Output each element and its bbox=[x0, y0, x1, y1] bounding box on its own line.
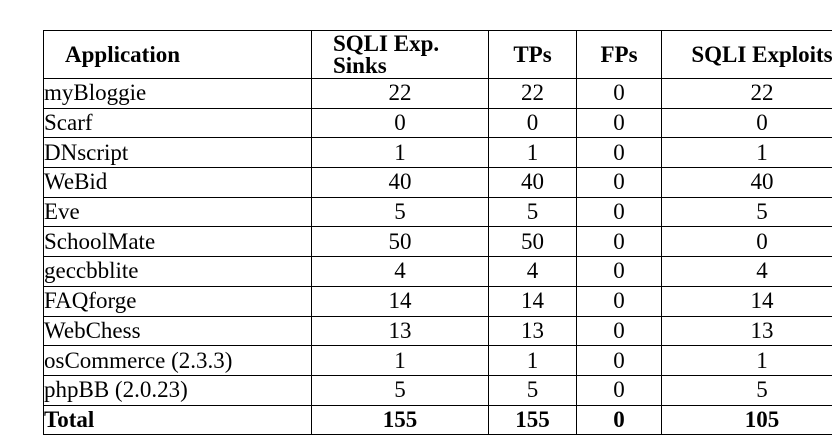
cell-sqli-exp-sinks: 5 bbox=[311, 196, 489, 228]
cell-tps: 1 bbox=[488, 345, 577, 376]
cell-fps: 0 bbox=[576, 78, 662, 109]
header-sqli-exp-sinks: SQLI Exp. Sinks bbox=[311, 30, 489, 79]
cell-fps: 0 bbox=[576, 285, 662, 317]
cell-application: osCommerce (2.3.3) bbox=[43, 345, 312, 376]
cell-application: Scarf bbox=[43, 107, 312, 139]
table-row: Scarf 0 0 0 0 bbox=[43, 107, 832, 139]
header-sqli-exploits: SQLI Exploits bbox=[661, 30, 832, 79]
total-sqli-exp-sinks: 155 bbox=[311, 404, 489, 436]
cell-tps: 5 bbox=[488, 374, 577, 406]
cell-application: Eve bbox=[43, 196, 312, 228]
cell-fps: 0 bbox=[576, 137, 662, 169]
cell-tps: 22 bbox=[488, 78, 577, 109]
cell-fps: 0 bbox=[576, 256, 662, 287]
cell-sqli-exploits: 1 bbox=[661, 345, 832, 376]
cell-sqli-exp-sinks: 1 bbox=[311, 345, 489, 376]
cell-application: WeBid bbox=[43, 167, 312, 198]
cell-application: WebChess bbox=[43, 315, 312, 347]
cell-sqli-exploits: 0 bbox=[661, 107, 832, 139]
cell-application: geccbblite bbox=[43, 256, 312, 287]
cell-fps: 0 bbox=[576, 345, 662, 376]
cell-sqli-exp-sinks: 50 bbox=[311, 226, 489, 258]
cell-application: myBloggie bbox=[43, 78, 312, 109]
cell-sqli-exploits: 13 bbox=[661, 315, 832, 347]
cell-sqli-exp-sinks: 4 bbox=[311, 256, 489, 287]
cell-tps: 13 bbox=[488, 315, 577, 347]
cell-tps: 14 bbox=[488, 285, 577, 317]
cell-tps: 0 bbox=[488, 107, 577, 139]
total-sqli-exploits: 105 bbox=[661, 404, 832, 436]
cell-application: phpBB (2.0.23) bbox=[43, 374, 312, 406]
cell-sqli-exploits: 14 bbox=[661, 285, 832, 317]
table-row: FAQforge 14 14 0 14 bbox=[43, 285, 832, 317]
cell-sqli-exploits: 5 bbox=[661, 196, 832, 228]
total-tps: 155 bbox=[488, 404, 577, 436]
table-row: WebChess 13 13 0 13 bbox=[43, 315, 832, 347]
cell-fps: 0 bbox=[576, 196, 662, 228]
results-table: Application SQLI Exp. Sinks TPs FPs SQLI… bbox=[43, 30, 832, 436]
cell-sqli-exploits: 1 bbox=[661, 137, 832, 169]
total-fps: 0 bbox=[576, 404, 662, 436]
cell-sqli-exp-sinks: 22 bbox=[311, 78, 489, 109]
cell-application: SchoolMate bbox=[43, 226, 312, 258]
header-row: Application SQLI Exp. Sinks TPs FPs SQLI… bbox=[43, 30, 832, 79]
cell-sqli-exploits: 5 bbox=[661, 374, 832, 406]
table-body: myBloggie 22 22 0 22 Scarf 0 0 0 0 DNscr… bbox=[43, 78, 832, 436]
cell-tps: 50 bbox=[488, 226, 577, 258]
cell-fps: 0 bbox=[576, 167, 662, 198]
header-application: Application bbox=[43, 30, 312, 79]
cell-tps: 1 bbox=[488, 137, 577, 169]
cell-tps: 40 bbox=[488, 167, 577, 198]
table-row: geccbblite 4 4 0 4 bbox=[43, 256, 832, 287]
header-fps: FPs bbox=[576, 30, 662, 79]
table-row: Eve 5 5 0 5 bbox=[43, 196, 832, 228]
table-row: myBloggie 22 22 0 22 bbox=[43, 78, 832, 109]
table-row: phpBB (2.0.23) 5 5 0 5 bbox=[43, 374, 832, 406]
cell-sqli-exp-sinks: 14 bbox=[311, 285, 489, 317]
cell-sqli-exp-sinks: 5 bbox=[311, 374, 489, 406]
cell-sqli-exp-sinks: 1 bbox=[311, 137, 489, 169]
cell-application: DNscript bbox=[43, 137, 312, 169]
table-row: WeBid 40 40 0 40 bbox=[43, 167, 832, 198]
table-row: osCommerce (2.3.3) 1 1 0 1 bbox=[43, 345, 832, 376]
table-row: DNscript 1 1 0 1 bbox=[43, 137, 832, 169]
cell-sqli-exploits: 22 bbox=[661, 78, 832, 109]
cell-sqli-exploits: 0 bbox=[661, 226, 832, 258]
cell-fps: 0 bbox=[576, 107, 662, 139]
cell-sqli-exp-sinks: 40 bbox=[311, 167, 489, 198]
total-label: Total bbox=[43, 404, 312, 436]
cell-sqli-exploits: 40 bbox=[661, 167, 832, 198]
cell-fps: 0 bbox=[576, 315, 662, 347]
header-tps: TPs bbox=[488, 30, 577, 79]
cell-application: FAQforge bbox=[43, 285, 312, 317]
cell-sqli-exp-sinks: 0 bbox=[311, 107, 489, 139]
cell-tps: 4 bbox=[488, 256, 577, 287]
cell-fps: 0 bbox=[576, 226, 662, 258]
table-row: SchoolMate 50 50 0 0 bbox=[43, 226, 832, 258]
cell-sqli-exp-sinks: 13 bbox=[311, 315, 489, 347]
cell-tps: 5 bbox=[488, 196, 577, 228]
total-row: Total 155 155 0 105 bbox=[43, 404, 832, 436]
cell-sqli-exploits: 4 bbox=[661, 256, 832, 287]
cell-fps: 0 bbox=[576, 374, 662, 406]
